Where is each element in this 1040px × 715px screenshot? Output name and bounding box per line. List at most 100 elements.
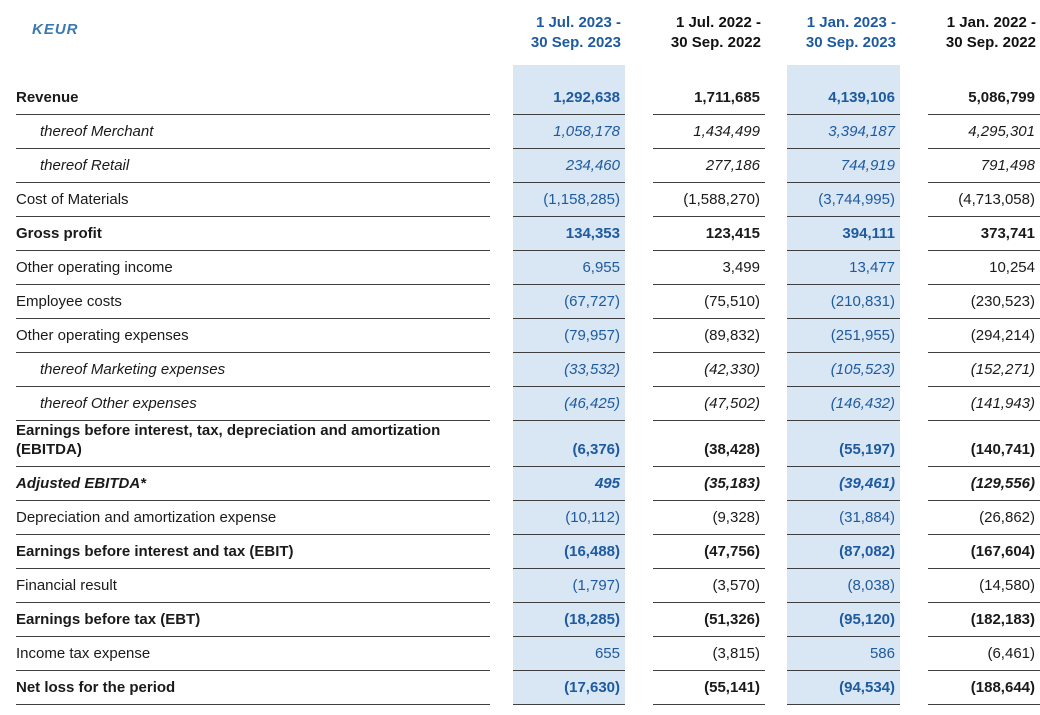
column-gap [490,671,513,705]
table-top-spacer [0,65,1040,81]
column-gap [625,285,653,319]
row-label: thereof Retail [16,149,490,183]
cell-value: (188,644) [928,671,1040,705]
table-row: Revenue 1,292,638 1,711,685 4,139,106 5,086,… [0,81,1040,115]
column-header-9m-2022: 1 Jan. 2022 - 30 Sep. 2022 [928,0,1040,65]
table-row: thereof Other expenses (46,425) (47,502) (1… [0,387,1040,421]
column-gap [900,353,928,387]
table-row: Other operating income 6,955 3,499 13,477 10… [0,251,1040,285]
column-gap [765,285,787,319]
cell-value: 394,111 [787,217,900,251]
cell-value: (16,488) [513,535,625,569]
row-label: Earnings before interest, tax, depreciat… [16,421,490,467]
cell-value: 655 [513,637,625,671]
cell-value: (6,461) [928,637,1040,671]
column-gap [625,467,653,501]
column-gap [900,115,928,149]
column-header-line: 30 Sep. 2023 [530,34,621,51]
cell-value: (55,141) [653,671,765,705]
column-gap [490,387,513,421]
table-row: thereof Retail 234,460 277,186 744,919 791,4… [0,149,1040,183]
column-gap [490,501,513,535]
column-gap [900,251,928,285]
column-gap [900,671,928,705]
column-gap [900,535,928,569]
row-label: Cost of Materials [16,183,490,217]
column-gap [490,637,513,671]
cell-value: (230,523) [928,285,1040,319]
cell-value: (51,326) [653,603,765,637]
cell-value: (94,534) [787,671,900,705]
column-gap [900,183,928,217]
column-gap [765,115,787,149]
cell-value: (39,461) [787,467,900,501]
cell-value: 586 [787,637,900,671]
cell-value: (6,376) [513,421,625,467]
column-gap [765,0,787,65]
row-label: thereof Merchant [16,115,490,149]
column-gap [765,217,787,251]
cell-value: 1,292,638 [513,81,625,115]
spacer-cell [490,65,513,81]
cell-value: (9,328) [653,501,765,535]
column-gap [900,217,928,251]
column-header-line: 30 Sep. 2022 [945,34,1036,51]
table-row: Employee costs (67,727) (75,510) (210,831) (… [0,285,1040,319]
column-gap [625,115,653,149]
cell-value: 277,186 [653,149,765,183]
cell-value: (141,943) [928,387,1040,421]
table-row: Financial result (1,797) (3,570) (8,038) (14… [0,569,1040,603]
cell-value: 3,499 [653,251,765,285]
column-gap [765,421,787,467]
cell-value: 1,434,499 [653,115,765,149]
cell-value: 495 [513,467,625,501]
column-gap [490,603,513,637]
column-gap [625,535,653,569]
column-gap [490,149,513,183]
cell-value: (35,183) [653,467,765,501]
spacer-cell [928,65,1040,81]
cell-value: (182,183) [928,603,1040,637]
cell-value: (152,271) [928,353,1040,387]
column-gap [765,637,787,671]
cell-value: 10,254 [928,251,1040,285]
cell-value: (251,955) [787,319,900,353]
column-gap [625,603,653,637]
row-label: Financial result [16,569,490,603]
spacer-cell [625,65,653,81]
column-gap [765,671,787,705]
cell-value: (3,570) [653,569,765,603]
cell-value: (4,713,058) [928,183,1040,217]
cell-value: (67,727) [513,285,625,319]
column-gap [900,0,928,65]
table-row: Adjusted EBITDA* 495 (35,183) (39,461) (129,… [0,467,1040,501]
spacer-cell-highlight [513,65,625,81]
column-gap [900,285,928,319]
row-label: Other operating expenses [16,319,490,353]
cell-value: (210,831) [787,285,900,319]
table-row: Earnings before interest and tax (EBIT) (… [0,535,1040,569]
cell-value: 234,460 [513,149,625,183]
column-gap [625,421,653,467]
column-gap [765,183,787,217]
column-gap [625,637,653,671]
cell-value: (47,502) [653,387,765,421]
column-gap [765,387,787,421]
column-gap [900,387,928,421]
column-gap [490,183,513,217]
unit-label: KEUR [32,20,79,38]
cell-value: (75,510) [653,285,765,319]
row-label: thereof Marketing expenses [16,353,490,387]
column-gap [765,81,787,115]
column-gap [490,81,513,115]
cell-value: (3,744,995) [787,183,900,217]
cell-value: (1,797) [513,569,625,603]
table-row: Earnings before interest, tax, depreciat… [0,421,1040,467]
cell-value: (129,556) [928,467,1040,501]
cell-value: (42,330) [653,353,765,387]
column-gap [900,501,928,535]
cell-value: 744,919 [787,149,900,183]
cell-value: (10,112) [513,501,625,535]
row-label: Earnings before tax (EBT) [16,603,490,637]
row-label: Earnings before interest and tax (EBIT) [16,535,490,569]
